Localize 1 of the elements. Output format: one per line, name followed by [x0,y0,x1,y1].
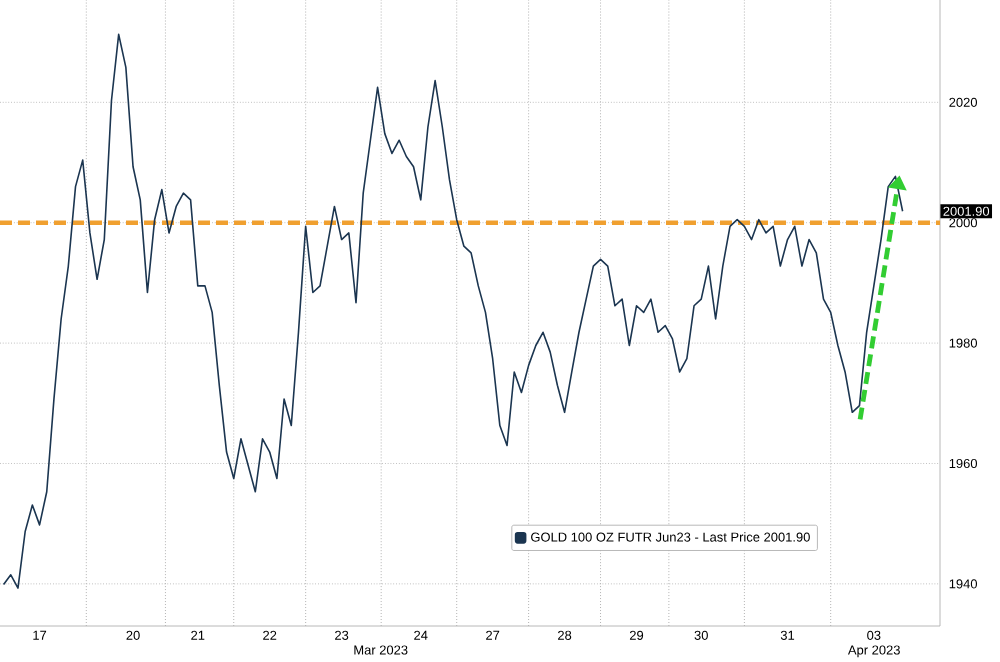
line-series [2,33,904,589]
